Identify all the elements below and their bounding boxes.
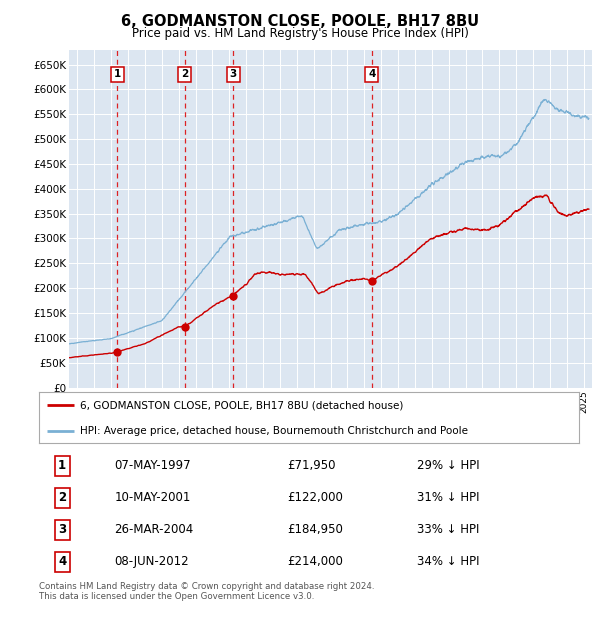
Text: 2: 2 <box>58 491 66 504</box>
Text: £184,950: £184,950 <box>287 523 343 536</box>
Text: Contains HM Land Registry data © Crown copyright and database right 2024.
This d: Contains HM Land Registry data © Crown c… <box>39 582 374 601</box>
Text: 1: 1 <box>58 459 66 472</box>
Text: 10-MAY-2001: 10-MAY-2001 <box>115 491 191 504</box>
Text: 31% ↓ HPI: 31% ↓ HPI <box>417 491 479 504</box>
Text: £122,000: £122,000 <box>287 491 343 504</box>
Text: 1: 1 <box>114 69 121 79</box>
Text: 4: 4 <box>58 555 67 568</box>
Text: 26-MAR-2004: 26-MAR-2004 <box>115 523 194 536</box>
Text: 4: 4 <box>368 69 376 79</box>
Text: 08-JUN-2012: 08-JUN-2012 <box>115 555 189 568</box>
Text: 34% ↓ HPI: 34% ↓ HPI <box>417 555 479 568</box>
Text: £71,950: £71,950 <box>287 459 336 472</box>
Text: 2: 2 <box>181 69 188 79</box>
Text: 07-MAY-1997: 07-MAY-1997 <box>115 459 191 472</box>
Text: Price paid vs. HM Land Registry's House Price Index (HPI): Price paid vs. HM Land Registry's House … <box>131 27 469 40</box>
Text: £214,000: £214,000 <box>287 555 343 568</box>
Text: 3: 3 <box>230 69 237 79</box>
Text: 33% ↓ HPI: 33% ↓ HPI <box>417 523 479 536</box>
Text: 6, GODMANSTON CLOSE, POOLE, BH17 8BU (detached house): 6, GODMANSTON CLOSE, POOLE, BH17 8BU (de… <box>79 400 403 410</box>
Text: 3: 3 <box>58 523 66 536</box>
Text: 29% ↓ HPI: 29% ↓ HPI <box>417 459 479 472</box>
Text: HPI: Average price, detached house, Bournemouth Christchurch and Poole: HPI: Average price, detached house, Bour… <box>79 425 467 436</box>
Text: 6, GODMANSTON CLOSE, POOLE, BH17 8BU: 6, GODMANSTON CLOSE, POOLE, BH17 8BU <box>121 14 479 29</box>
